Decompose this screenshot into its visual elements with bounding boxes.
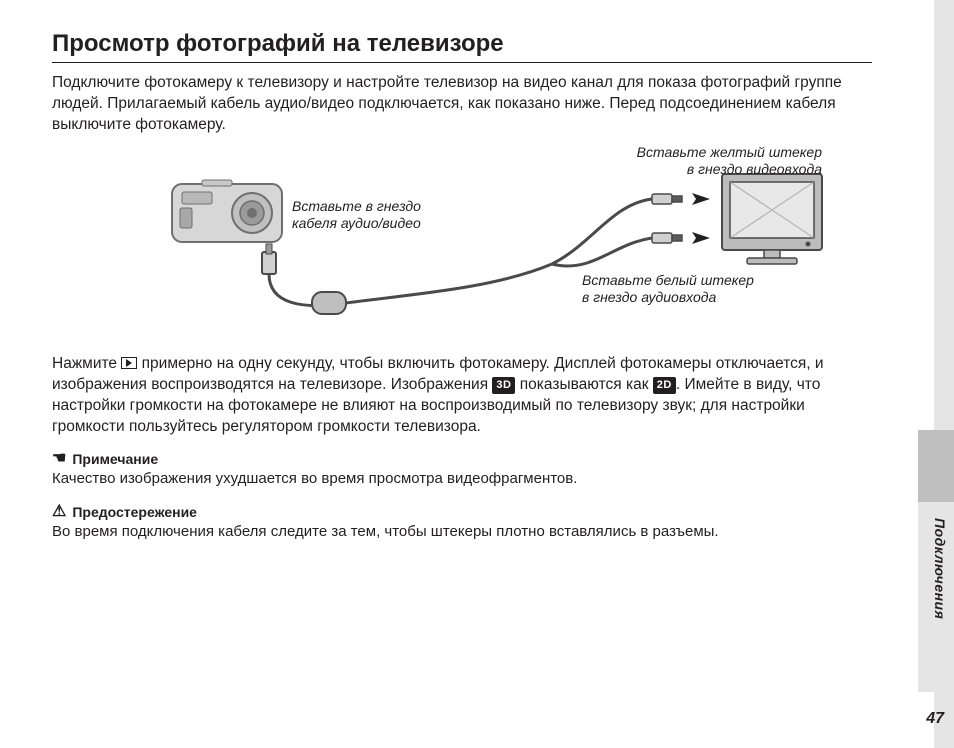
note-icon: ☚ <box>52 451 66 467</box>
camera-icon <box>172 180 282 242</box>
tv-icon <box>722 174 822 264</box>
caution-heading: ⚠ Предостережение <box>52 504 872 520</box>
caption-av-l1: Вставьте в гнездо <box>292 198 421 214</box>
note-heading: ☚ Примечание <box>52 451 872 467</box>
side-tab-dark <box>918 430 954 502</box>
caution-icon: ⚠ <box>52 504 66 520</box>
title-rule <box>52 62 872 63</box>
page-number: 47 <box>926 710 944 728</box>
caption-av: Вставьте в гнездо кабеля аудио/видео <box>292 198 421 233</box>
caption-yellow-l1: Вставьте желтый штекер <box>637 144 822 160</box>
intro-paragraph: Подключите фотокамеру к телевизору и нас… <box>52 73 872 136</box>
caution-body: Во время подключения кабеля следите за т… <box>52 522 872 542</box>
connection-diagram: Вставьте желтый штекер в гнездо видеовхо… <box>52 144 872 344</box>
caption-white-l1: Вставьте белый штекер <box>582 272 754 288</box>
note-head-text: Примечание <box>72 451 158 467</box>
caption-white: Вставьте белый штекер в гнездо аудиовход… <box>582 272 754 307</box>
badge-2d: 2D <box>653 377 676 394</box>
caption-yellow-l2: в гнездо видеовхода <box>687 161 822 177</box>
play-icon <box>121 357 137 369</box>
note-body: Качество изображения ухудшается во время… <box>52 469 872 489</box>
page-title: Просмотр фотографий на телевизоре <box>52 30 872 58</box>
badge-3d: 3D <box>492 377 515 394</box>
caption-white-l2: в гнездо аудиовхода <box>582 289 716 305</box>
caution-head-text: Предостережение <box>72 504 197 520</box>
caption-yellow: Вставьте желтый штекер в гнездо видеовхо… <box>592 144 822 179</box>
section-tab-label: Подключения <box>932 518 948 619</box>
caption-av-l2: кабеля аудио/видео <box>292 215 421 231</box>
arrow-icon <box>692 193 710 244</box>
body-paragraph-2: Нажмите примерно на одну секунду, чтобы … <box>52 354 872 438</box>
body2-mid2: показываются как <box>515 376 652 393</box>
body2-pre: Нажмите <box>52 355 121 372</box>
page-content: Просмотр фотографий на телевизоре Подклю… <box>0 0 920 542</box>
